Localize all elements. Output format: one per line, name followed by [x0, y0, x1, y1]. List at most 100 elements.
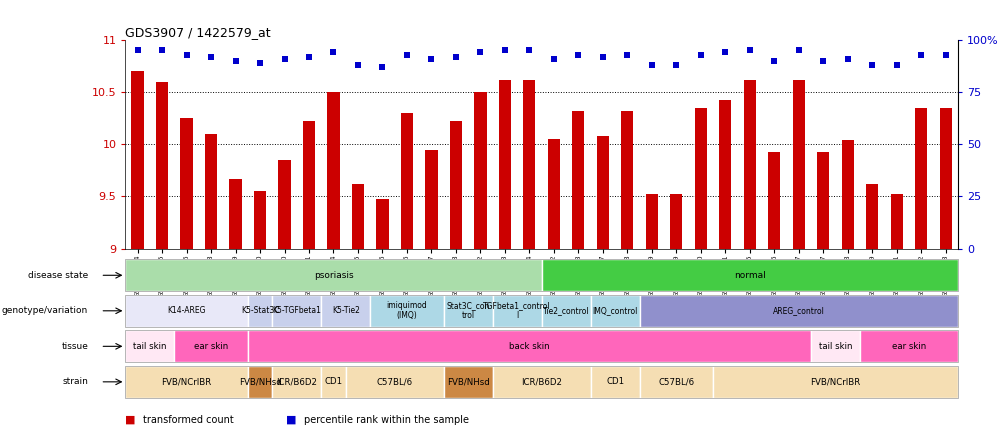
Bar	[572, 111, 584, 249]
Bar	[712, 366, 957, 398]
Text: percentile rank within the sample: percentile rank within the sample	[304, 415, 469, 424]
Bar	[204, 134, 217, 249]
Text: Stat3C_con
trol: Stat3C_con trol	[446, 301, 489, 320]
Bar	[768, 151, 780, 249]
Point	[154, 47, 170, 54]
Bar	[694, 108, 706, 249]
Bar	[346, 366, 443, 398]
Bar	[645, 194, 657, 249]
Text: GDS3907 / 1422579_at: GDS3907 / 1422579_at	[125, 26, 271, 39]
Point	[692, 51, 708, 58]
Point	[374, 63, 390, 71]
Bar	[321, 366, 346, 398]
Bar	[492, 366, 590, 398]
Point	[594, 53, 610, 60]
Text: Tie2_control: Tie2_control	[542, 306, 589, 315]
Bar	[939, 108, 951, 249]
Bar	[229, 179, 241, 249]
Bar	[247, 366, 272, 398]
Point	[496, 47, 512, 54]
Text: ICR/B6D2: ICR/B6D2	[276, 377, 317, 386]
Text: back skin: back skin	[509, 342, 549, 351]
Bar	[125, 259, 541, 291]
Text: strain: strain	[62, 377, 88, 386]
Bar	[792, 79, 804, 249]
Bar	[321, 295, 370, 327]
Bar	[914, 108, 926, 249]
Bar	[425, 150, 437, 249]
Bar	[131, 71, 143, 249]
Bar	[811, 330, 859, 362]
Bar	[541, 295, 590, 327]
Point	[570, 51, 586, 58]
Point	[448, 53, 464, 60]
Text: C57BL/6: C57BL/6	[377, 377, 413, 386]
Bar	[279, 160, 291, 249]
Text: psoriasis: psoriasis	[314, 271, 353, 280]
Point	[667, 61, 683, 68]
Text: tail skin: tail skin	[818, 342, 852, 351]
Point	[399, 51, 415, 58]
Text: TGFbeta1_control
l: TGFbeta1_control l	[483, 301, 550, 320]
Point	[545, 55, 561, 62]
Point	[227, 57, 243, 64]
Point	[472, 49, 488, 56]
Bar	[370, 295, 443, 327]
Point	[839, 55, 855, 62]
Bar	[125, 330, 174, 362]
Text: tail skin: tail skin	[133, 342, 166, 351]
Bar	[890, 194, 902, 249]
Point	[618, 51, 634, 58]
Bar	[590, 295, 639, 327]
Point	[521, 47, 537, 54]
Text: ear skin: ear skin	[193, 342, 228, 351]
Text: K5-TGFbeta1: K5-TGFbeta1	[273, 306, 321, 315]
Bar	[841, 140, 853, 249]
Bar	[180, 118, 192, 249]
Bar	[474, 92, 486, 249]
Point	[350, 61, 366, 68]
Point	[790, 47, 806, 54]
Point	[643, 61, 659, 68]
Text: FVB/NCrIBR: FVB/NCrIBR	[810, 377, 860, 386]
Text: FVB/NHsd: FVB/NHsd	[446, 377, 489, 386]
Point	[766, 57, 782, 64]
Text: CD1: CD1	[324, 377, 343, 386]
Bar	[303, 121, 315, 249]
Text: imiquimod
(IMQ): imiquimod (IMQ)	[386, 301, 427, 320]
Bar	[498, 79, 510, 249]
Bar	[718, 100, 730, 249]
Bar	[247, 295, 272, 327]
Text: transformed count: transformed count	[143, 415, 233, 424]
Bar	[639, 366, 712, 398]
Point	[301, 53, 317, 60]
Bar	[272, 366, 321, 398]
Point	[888, 61, 904, 68]
Bar	[859, 330, 957, 362]
Point	[325, 49, 341, 56]
Bar	[327, 92, 340, 249]
Point	[740, 47, 758, 54]
Text: ■: ■	[286, 415, 300, 424]
Bar	[596, 136, 608, 249]
Bar	[254, 191, 266, 249]
Bar	[156, 82, 168, 249]
Bar	[541, 259, 957, 291]
Text: ear skin: ear skin	[891, 342, 925, 351]
Text: CD1: CD1	[605, 377, 623, 386]
Point	[937, 51, 953, 58]
Bar	[492, 295, 541, 327]
Point	[423, 55, 439, 62]
Text: ■: ■	[125, 415, 139, 424]
Bar	[865, 184, 878, 249]
Point	[815, 57, 831, 64]
Bar	[590, 366, 639, 398]
Bar	[817, 151, 829, 249]
Bar	[620, 111, 633, 249]
Point	[864, 61, 880, 68]
Bar	[376, 198, 388, 249]
Bar	[247, 330, 811, 362]
Text: genotype/variation: genotype/variation	[2, 306, 88, 315]
Point	[202, 53, 218, 60]
Point	[277, 55, 293, 62]
